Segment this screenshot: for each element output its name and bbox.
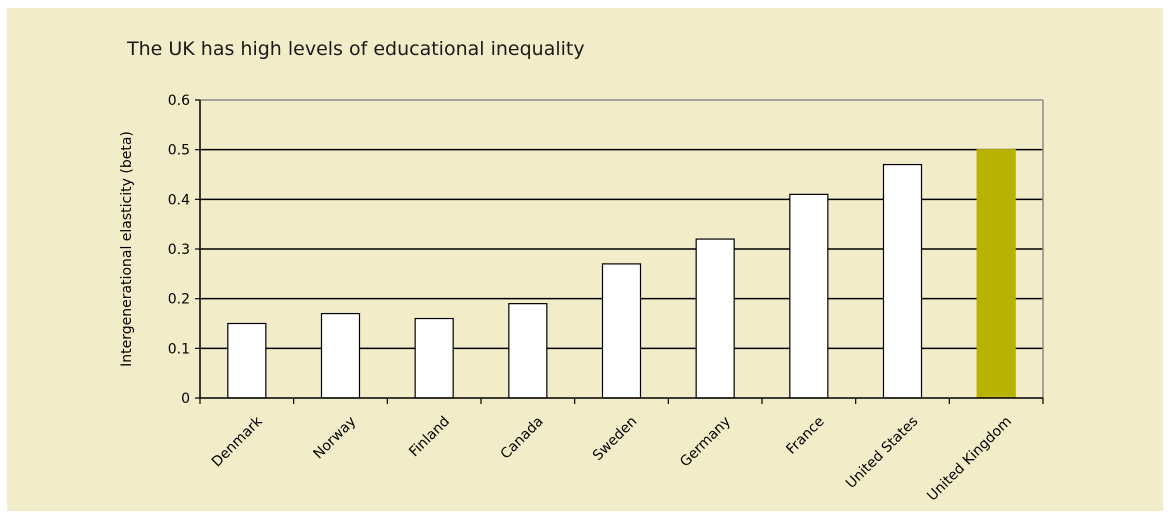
x-tick-label: France — [783, 414, 827, 458]
bar-norway — [320, 312, 361, 399]
x-tick-label: Norway — [310, 414, 359, 463]
bar-germany — [695, 238, 735, 399]
x-tick-label: Denmark — [209, 413, 266, 470]
bar-sweden — [601, 263, 642, 399]
bar-united-states — [882, 163, 923, 399]
y-tick-label: 0.4 — [168, 192, 190, 208]
y-tick-label: 0 — [181, 391, 190, 407]
y-tick-label: 0.2 — [168, 292, 190, 308]
y-tick-label: 0.1 — [168, 341, 190, 357]
bar-denmark — [227, 322, 267, 399]
x-tick-label: Sweden — [590, 414, 640, 464]
axes — [195, 99, 1044, 404]
bar-canada — [508, 303, 548, 399]
chart-title: The UK has high levels of educational in… — [127, 38, 585, 60]
y-axis-title: Intergenerational elasticity (beta) — [119, 131, 135, 367]
x-tick-label: United States — [843, 414, 921, 492]
bar-finland — [414, 317, 454, 399]
y-tick-label: 0.6 — [168, 93, 190, 109]
x-tick-label: Finland — [406, 414, 453, 461]
bars — [227, 149, 1016, 399]
x-tick-label: Canada — [498, 414, 547, 463]
bar-united-kingdom — [976, 149, 1016, 399]
y-tick-label: 0.5 — [168, 143, 190, 159]
x-tick-label: United Kingdom — [924, 414, 1015, 505]
x-tick-label: Germany — [677, 414, 734, 471]
y-tick-label: 0.3 — [168, 242, 190, 258]
bar-france — [789, 193, 829, 399]
